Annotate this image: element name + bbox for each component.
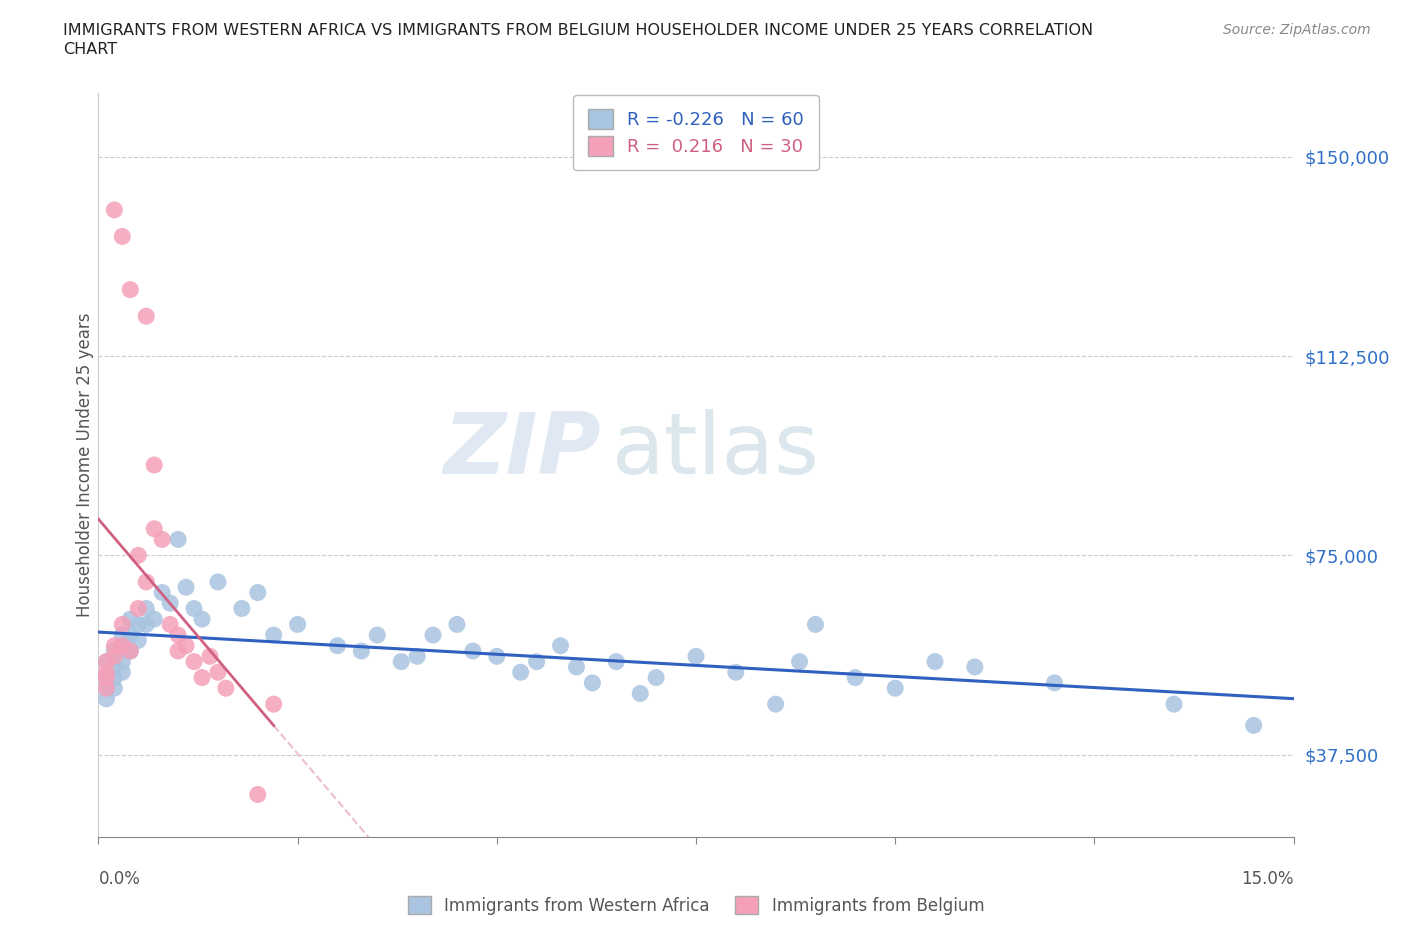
Point: [120, 628, 142, 643]
Point: [127, 548, 149, 563]
Point: [120, 644, 142, 658]
Point: [924, 654, 946, 669]
Y-axis label: Householder Income Under 25 years: Householder Income Under 25 years: [76, 312, 94, 618]
Point: [111, 644, 134, 658]
Point: [685, 649, 707, 664]
Point: [127, 633, 149, 648]
Point: [167, 532, 190, 547]
Point: [461, 644, 484, 658]
Point: [231, 601, 253, 616]
Point: [167, 644, 190, 658]
Point: [963, 659, 986, 674]
Text: atlas: atlas: [613, 408, 820, 492]
Point: [645, 671, 668, 685]
Point: [183, 654, 205, 669]
Point: [350, 644, 373, 658]
Point: [111, 665, 134, 680]
Point: [246, 787, 269, 802]
Point: [111, 617, 134, 631]
Point: [96, 671, 118, 685]
Point: [103, 681, 125, 696]
Point: [581, 675, 603, 690]
Point: [127, 601, 149, 616]
Point: [135, 601, 157, 616]
Point: [287, 617, 309, 631]
Point: [120, 644, 142, 658]
Point: [96, 665, 118, 680]
Point: [446, 617, 468, 631]
Point: [422, 628, 444, 643]
Point: [765, 697, 787, 711]
Point: [191, 612, 214, 627]
Point: [246, 585, 269, 600]
Point: [724, 665, 747, 680]
Point: [111, 628, 134, 643]
Point: [509, 665, 531, 680]
Point: [191, 671, 214, 685]
Point: [628, 686, 651, 701]
Point: [150, 532, 173, 547]
Point: [96, 671, 118, 685]
Point: [135, 575, 157, 590]
Point: [167, 628, 190, 643]
Point: [111, 638, 134, 653]
Point: [1163, 697, 1185, 711]
Text: 15.0%: 15.0%: [1241, 870, 1294, 888]
Point: [159, 617, 181, 631]
Point: [884, 681, 907, 696]
Point: [120, 282, 142, 297]
Point: [103, 203, 125, 218]
Point: [103, 644, 125, 658]
Point: [174, 579, 197, 594]
Point: [550, 638, 572, 653]
Point: [326, 638, 349, 653]
Point: [565, 659, 588, 674]
Point: [207, 665, 229, 680]
Point: [844, 671, 866, 685]
Text: CHART: CHART: [63, 42, 117, 57]
Point: [135, 617, 157, 631]
Point: [150, 585, 173, 600]
Point: [120, 612, 142, 627]
Point: [143, 522, 166, 537]
Text: 0.0%: 0.0%: [98, 870, 141, 888]
Point: [789, 654, 811, 669]
Point: [103, 649, 125, 664]
Point: [96, 681, 118, 696]
Point: [96, 654, 118, 669]
Point: [96, 691, 118, 706]
Point: [174, 638, 197, 653]
Point: [103, 659, 125, 674]
Point: [389, 654, 412, 669]
Point: [263, 628, 285, 643]
Point: [804, 617, 827, 631]
Point: [111, 229, 134, 244]
Point: [103, 638, 125, 653]
Point: [96, 654, 118, 669]
Point: [183, 601, 205, 616]
Point: [215, 681, 238, 696]
Point: [485, 649, 508, 664]
Point: [198, 649, 221, 664]
Point: [366, 628, 388, 643]
Legend: Immigrants from Western Africa, Immigrants from Belgium: Immigrants from Western Africa, Immigran…: [398, 886, 994, 925]
Point: [143, 612, 166, 627]
Point: [207, 575, 229, 590]
Point: [605, 654, 627, 669]
Text: IMMIGRANTS FROM WESTERN AFRICA VS IMMIGRANTS FROM BELGIUM HOUSEHOLDER INCOME UND: IMMIGRANTS FROM WESTERN AFRICA VS IMMIGR…: [63, 23, 1094, 38]
Text: Source: ZipAtlas.com: Source: ZipAtlas.com: [1223, 23, 1371, 37]
Point: [127, 617, 149, 631]
Point: [143, 458, 166, 472]
Point: [406, 649, 429, 664]
Point: [1243, 718, 1265, 733]
Point: [159, 596, 181, 611]
Point: [1043, 675, 1066, 690]
Point: [96, 681, 118, 696]
Point: [526, 654, 548, 669]
Point: [263, 697, 285, 711]
Point: [111, 654, 134, 669]
Point: [135, 309, 157, 324]
Point: [103, 671, 125, 685]
Text: ZIP: ZIP: [443, 408, 600, 492]
